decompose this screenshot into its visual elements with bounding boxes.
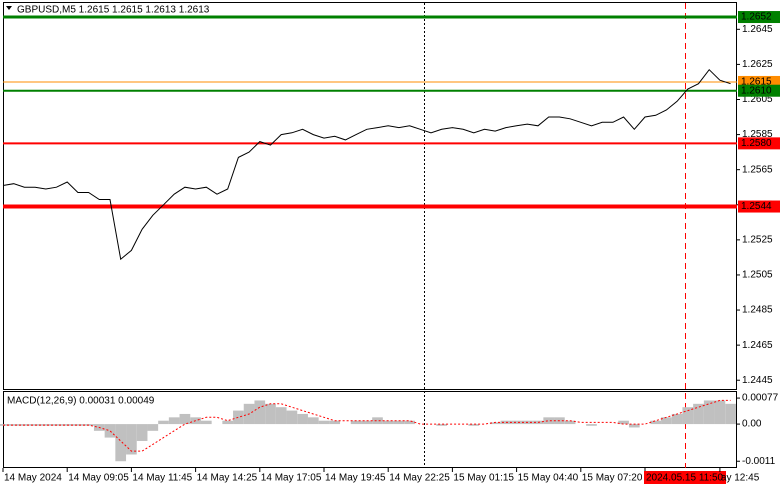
y-tick-label: 1.2585	[742, 129, 773, 140]
macd-bar	[233, 410, 244, 425]
macd-bar	[543, 417, 555, 425]
macd-bar	[714, 400, 726, 425]
macd-bar	[104, 424, 116, 438]
macd-bar	[725, 403, 736, 425]
y-tick-label: 0.00	[742, 419, 762, 430]
y-tick-label: 1.2505	[742, 270, 773, 281]
y-tick-label: 1.2445	[742, 375, 773, 386]
x-tick-label: 14 May 14:25	[197, 473, 258, 484]
macd-bar	[511, 420, 522, 425]
macd-bar	[586, 424, 597, 426]
macd-bar	[500, 420, 512, 425]
level-tag	[738, 84, 780, 97]
macd-bar	[286, 410, 298, 425]
macd-bar	[468, 424, 480, 426]
macd-bar	[265, 403, 276, 425]
level-label: 1.2610	[741, 85, 772, 96]
macd-bar	[436, 424, 448, 426]
x-tick-label: ay 12:45	[721, 473, 760, 484]
x-tick-label: 14 May 19:45	[325, 473, 386, 484]
macd-bar	[8, 424, 20, 426]
chart-title: GBPUSD,M5 1.2615 1.2615 1.2613 1.2613	[17, 5, 210, 16]
macd-bar	[40, 424, 52, 426]
y-tick-label: 1.2465	[742, 340, 773, 351]
macd-bar	[147, 424, 159, 431]
macd-bar	[72, 424, 84, 426]
y-tick-label: 1.2485	[742, 305, 773, 316]
macd-bar	[307, 417, 319, 425]
macd-bar	[318, 420, 330, 425]
level-tag	[738, 137, 780, 150]
macd-panel-frame	[3, 391, 737, 468]
price-panel-frame	[3, 2, 737, 390]
macd-bar	[661, 417, 672, 425]
y-tick-label: 1.2525	[742, 235, 773, 246]
macd-bar	[703, 400, 715, 425]
macd-bar	[564, 420, 576, 425]
macd-bar	[393, 420, 405, 425]
y-tick-label: 1.2565	[742, 164, 773, 175]
x-tick-label: 15 May 07:20	[582, 473, 643, 484]
macd-bar	[168, 417, 180, 425]
level-label: 1.2652	[741, 12, 772, 23]
x-tick-label: 14 May 17:05	[261, 473, 322, 484]
macd-bar	[350, 420, 362, 425]
macd-bar	[693, 403, 704, 425]
price-line	[2, 68, 731, 261]
x-tick-label: 14 May 09:05	[68, 473, 129, 484]
macd-bar	[682, 407, 694, 425]
macd-bar	[297, 413, 308, 425]
macd-bar	[628, 424, 640, 428]
macd-bar	[404, 420, 415, 425]
macd-bar	[650, 420, 662, 425]
y-tick-label: -0.0011	[742, 456, 776, 467]
x-tick-label: 2024.05.15 11:50	[646, 473, 724, 484]
level-label: 1.2580	[741, 138, 772, 149]
level-tag	[738, 11, 780, 24]
y-tick-label: 1.2645	[742, 24, 773, 35]
macd-bar	[222, 420, 234, 425]
macd-bar	[179, 413, 191, 425]
y-tick-label: 1.2605	[742, 94, 773, 105]
level-label: 1.2544	[741, 201, 772, 212]
macd-bar	[254, 400, 266, 425]
title-arrow	[6, 6, 12, 10]
macd-bar	[200, 420, 212, 425]
macd-bar	[489, 422, 501, 425]
x-tick-label: 14 May 11:45	[132, 473, 192, 484]
macd-bar	[136, 424, 148, 441]
macd-bar	[618, 420, 629, 425]
macd-title: MACD(12,26,9) 0.00031 0.00049	[7, 396, 155, 407]
macd-bar	[158, 420, 169, 425]
macd-bar	[126, 424, 137, 455]
x-label-highlight	[644, 471, 726, 484]
level-label: 1.2615	[741, 77, 772, 88]
macd-bar	[382, 420, 394, 425]
macd-bar	[115, 424, 127, 462]
macd-bar	[361, 420, 373, 425]
x-tick-label: 14 May 2024	[4, 473, 62, 484]
macd-bar	[671, 413, 683, 425]
x-tick-label: 15 May 01:15	[453, 473, 514, 484]
x-tick-label: 14 May 22:25	[389, 473, 450, 484]
macd-bar	[329, 420, 341, 425]
macd-bar	[372, 417, 383, 425]
x-tick-label: 15 May 04:40	[518, 473, 579, 484]
signal-line	[3, 399, 731, 452]
y-tick-label: 0.00077	[742, 393, 779, 404]
macd-bar	[275, 407, 287, 425]
y-tick-label: 1.2625	[742, 59, 773, 70]
level-tag	[738, 200, 780, 213]
